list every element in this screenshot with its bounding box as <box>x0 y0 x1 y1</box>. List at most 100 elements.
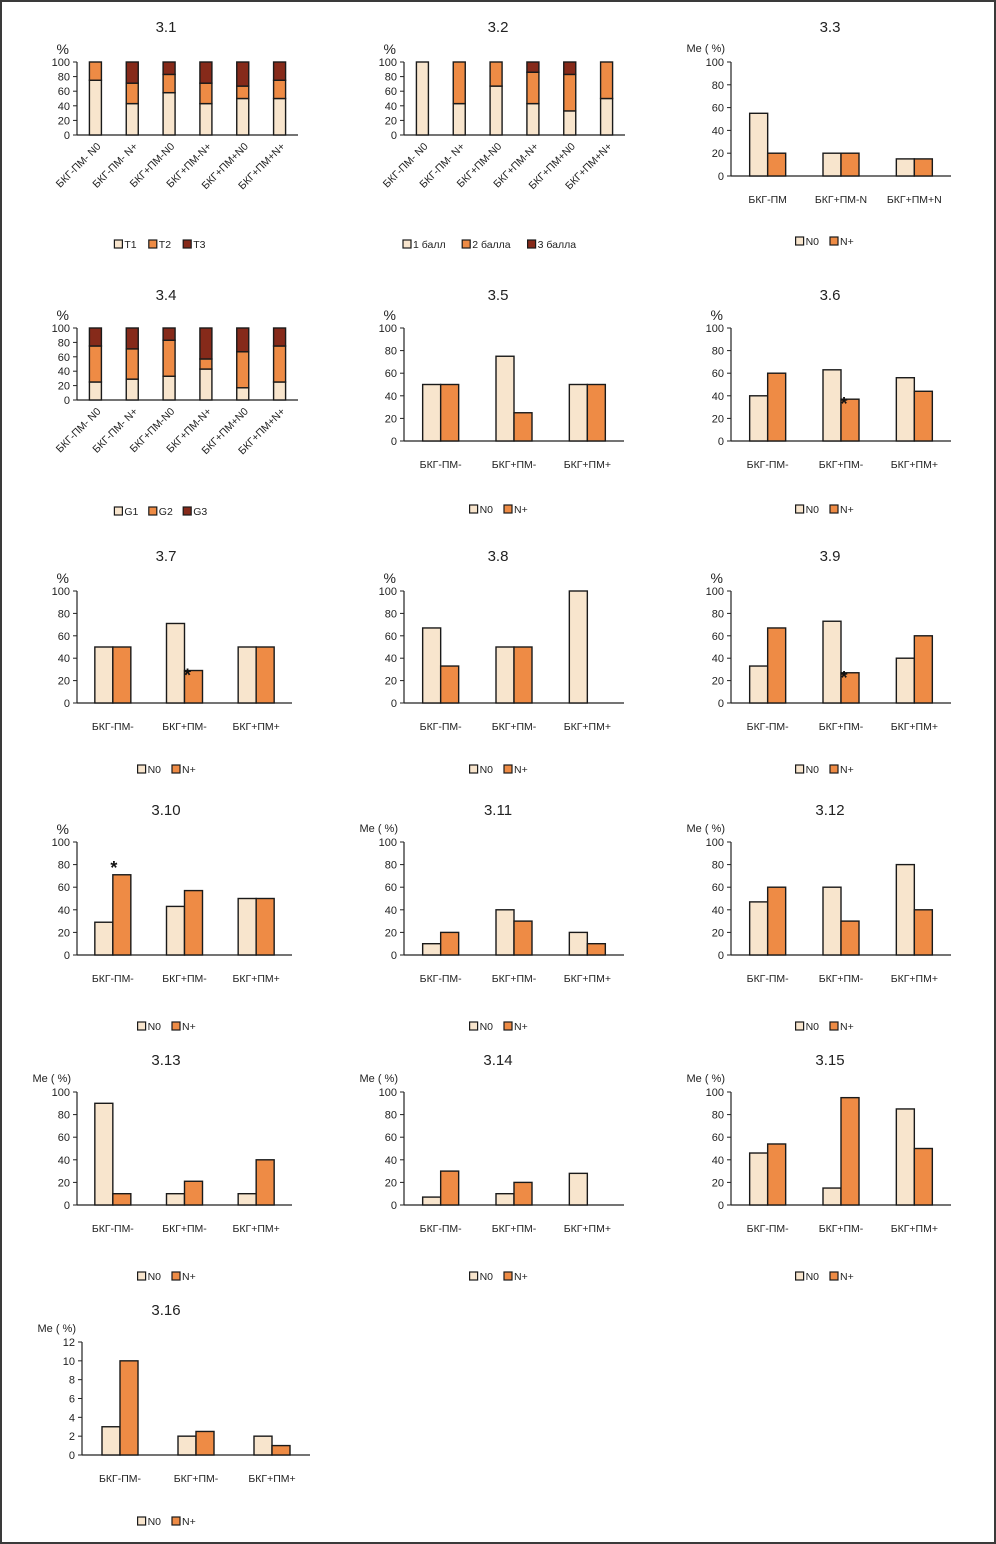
bar-n <box>913 635 934 704</box>
chart-title: 3.5 <box>488 287 509 304</box>
chart-panel-3-16: 3.16 Me ( %) 0 2 4 6 8 10 12 БКГ-ПМ- БКГ+ПМ- БКГ+ПМ… <box>0 1290 332 1542</box>
y-axis-label: % <box>711 307 723 323</box>
bar-segment-g1 <box>125 378 139 401</box>
legend-swatch-t2 <box>148 239 158 249</box>
legend-swatch-n0 <box>795 1021 805 1031</box>
bar-segment-t3 <box>125 61 139 84</box>
bar-segment-t2 <box>125 82 139 105</box>
x-tick-label: БКГ+ПМ- <box>819 1223 864 1235</box>
legend-label: N+ <box>182 764 196 776</box>
bar-segment-1-балл <box>563 110 577 136</box>
bar-segment-t1 <box>88 79 103 136</box>
bar-segment-t3 <box>272 61 287 81</box>
chart-title: 3.7 <box>156 548 177 565</box>
y-tick-label: 80 <box>385 346 397 358</box>
legend-swatch-g3 <box>182 506 192 516</box>
legend-label: N0 <box>148 1021 162 1033</box>
significance-star: * <box>110 858 117 878</box>
bar-n0 <box>165 905 186 956</box>
legend-label: N0 <box>806 1021 820 1033</box>
bar-n <box>840 1096 860 1206</box>
y-tick-label: 60 <box>385 86 397 98</box>
legend-label: G1 <box>124 506 138 518</box>
legend-label: G3 <box>193 506 207 518</box>
chart-title: 3.13 <box>151 1052 180 1069</box>
bar-segment-g2 <box>162 339 176 377</box>
bar-n0 <box>495 646 515 704</box>
bar-n0 <box>177 1435 197 1456</box>
x-tick-label: БКГ+ПМ+ <box>564 1223 611 1235</box>
legend-label: N0 <box>148 1516 162 1528</box>
x-tick-label: БКГ+ПМ- <box>819 459 864 471</box>
y-tick-label: 100 <box>379 586 397 598</box>
legend-label: N0 <box>806 504 820 516</box>
legend-swatch-n <box>503 504 513 514</box>
bar-n0 <box>237 897 257 956</box>
legend-swatch-n0 <box>137 1516 147 1526</box>
y-tick-label: 60 <box>712 631 724 643</box>
x-tick-label: БКГ+ПМ+ <box>564 459 611 471</box>
bar-n0 <box>895 863 916 956</box>
y-tick-label: 40 <box>58 101 70 113</box>
y-tick-label: 0 <box>391 1200 397 1212</box>
legend-label: N0 <box>480 504 494 516</box>
bar-n <box>513 412 533 442</box>
chart-svg: 3.13 Me ( %) 0 20 40 60 80 100 БКГ-ПМ- БКГ+ПМ- БКГ… <box>33 1052 292 1283</box>
chart-panel-3-5: 3.5% 0 20 40 60 80 100 БКГ-ПМ- БКГ+ПМ- БКГ+ПМ+ N0 N… <box>332 268 664 530</box>
y-tick-label: 100 <box>379 1087 397 1099</box>
y-axis-label: % <box>384 41 396 57</box>
legend-swatch-n0 <box>469 504 479 514</box>
chart-title: 3.16 <box>151 1302 180 1319</box>
chart-title: 3.15 <box>815 1052 844 1069</box>
legend-swatch-n0 <box>795 1271 805 1281</box>
legend-swatch-n0 <box>469 1021 479 1031</box>
bar-n0 <box>421 942 442 956</box>
y-tick-label: 60 <box>58 631 70 643</box>
x-tick-label: БКГ+ПМ+ <box>891 459 938 471</box>
chart-title: 3.2 <box>488 19 509 36</box>
legend-swatch-g2 <box>148 506 158 516</box>
y-tick-label: 60 <box>58 1132 70 1144</box>
legend-swatch-n0 <box>137 764 147 774</box>
y-tick-label: 80 <box>58 608 70 620</box>
bar-n0 <box>165 622 186 704</box>
x-tick-label: БКГ-ПМ- <box>747 1223 789 1235</box>
y-tick-label: 4 <box>69 1412 75 1424</box>
bar-n0 <box>421 627 442 704</box>
bar-n <box>766 372 787 442</box>
x-tick-label: БКГ+ПМ- <box>492 1223 537 1235</box>
y-tick-label: 80 <box>712 80 724 92</box>
x-tick-label: БКГ-ПМ- <box>747 721 789 733</box>
y-tick-label: 20 <box>712 148 724 160</box>
bar-segment-2-балла <box>599 61 614 100</box>
bar-segment-t1 <box>236 97 250 136</box>
x-tick-label: БКГ+ПМ+ <box>233 973 280 985</box>
y-tick-label: 40 <box>712 391 724 403</box>
y-tick-label: 100 <box>52 323 70 335</box>
y-tick-label: 80 <box>712 860 724 872</box>
y-tick-label: 60 <box>385 631 397 643</box>
bar-segment-t2 <box>272 79 287 100</box>
y-tick-label: 100 <box>52 837 70 849</box>
y-tick-label: 20 <box>712 927 724 939</box>
x-tick-label: БКГ+ПМ+ <box>564 721 611 733</box>
bar-n <box>271 1444 291 1456</box>
legend-swatch-1-балл <box>402 239 412 249</box>
bar-segment-t3 <box>236 61 250 87</box>
y-tick-label: 80 <box>385 1110 397 1122</box>
legend-label: G2 <box>159 506 173 518</box>
legend-label: N0 <box>480 764 494 776</box>
y-axis-label: % <box>711 570 723 586</box>
y-tick-label: 100 <box>706 1087 724 1099</box>
bar-n0 <box>237 1192 257 1206</box>
legend-label: N+ <box>182 1516 196 1528</box>
y-tick-label: 60 <box>385 1132 397 1144</box>
bar-n <box>112 874 132 956</box>
bar-n <box>439 383 460 442</box>
bar-n0 <box>748 665 769 704</box>
x-tick-label: БКГ+ПМ-N <box>815 194 867 206</box>
bar-n0 <box>895 1108 916 1206</box>
bar-n0 <box>165 1192 186 1206</box>
y-tick-label: 20 <box>712 413 724 425</box>
